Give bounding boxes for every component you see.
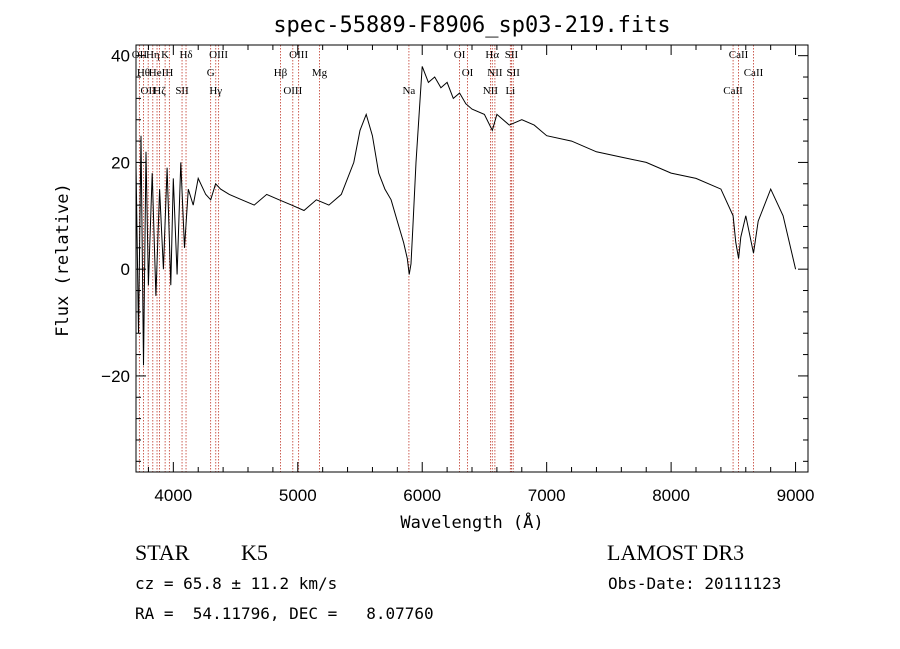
- spectral-line-label: H: [165, 67, 173, 79]
- spectral-line-label: Hη: [146, 49, 160, 61]
- y-tick-label: 40: [111, 47, 130, 66]
- y-tick-label: 20: [111, 153, 130, 172]
- spectral-line-label: HeI: [149, 67, 166, 79]
- spectral-line-label: OIII: [209, 49, 228, 61]
- spectral-line-markers: [138, 45, 754, 472]
- spectral-line-label: CaII: [729, 49, 749, 61]
- chart-title: spec-55889-F8906_sp03-219.fits: [273, 13, 670, 38]
- spectral-line-label: OII: [141, 85, 157, 97]
- spectral-line-label: Mg: [312, 67, 328, 79]
- object-class: STAR: [135, 540, 190, 565]
- spectral-line-label: OI: [462, 67, 474, 79]
- x-tick-labels: 4000 5000 6000 7000 8000 9000: [154, 486, 814, 505]
- spectral-line-label: Hζ: [153, 85, 166, 97]
- spectral-line-label: NII: [483, 85, 499, 97]
- spectral-line-label: K: [161, 49, 169, 61]
- spectral-line-label: CaII: [723, 85, 743, 97]
- x-tick-label: 6000: [403, 486, 441, 505]
- spectral-line-label: SII: [506, 67, 520, 79]
- spectral-line-label: OIII: [289, 49, 308, 61]
- spectral-line-label: Na: [402, 85, 415, 97]
- spectral-line-label: Li: [505, 85, 515, 97]
- spectral-line-labels: OIIHθOIIHηHeIHζKHSIIHδGHγOIIIHβOIIIOIIIM…: [132, 49, 764, 97]
- spectral-line-label: Hβ: [274, 67, 288, 79]
- x-tick-label: 9000: [777, 486, 815, 505]
- x-tick-label: 5000: [279, 486, 317, 505]
- x-tick-label: 7000: [528, 486, 566, 505]
- y-tick-label: 0: [121, 260, 130, 279]
- object-subclass: K5: [241, 540, 268, 565]
- spectral-line-label: Hθ: [137, 67, 150, 79]
- spectral-line-label: G: [207, 67, 215, 79]
- spectral-line-label: Hγ: [209, 85, 222, 97]
- y-tick-label: −20: [101, 367, 130, 386]
- x-axis-label: Wavelength (Å): [400, 511, 543, 533]
- y-tick-labels: −20 0 20 40: [101, 47, 130, 386]
- spectral-line-label: OIII: [283, 85, 302, 97]
- spectral-line-label: OI: [454, 49, 466, 61]
- axis-ticks: [136, 45, 808, 472]
- x-tick-label: 4000: [154, 486, 192, 505]
- survey-name: LAMOST DR3: [607, 540, 745, 565]
- spectral-line-label: SII: [505, 49, 519, 61]
- x-tick-label: 8000: [652, 486, 690, 505]
- spectral-line-label: SII: [175, 85, 189, 97]
- spectral-line-label: CaII: [744, 67, 764, 79]
- observation-date: Obs-Date: 20111123: [608, 574, 782, 593]
- redshift-velocity: cz = 65.8 ± 11.2 km/s: [135, 574, 338, 593]
- coordinates: RA = 54.11796, DEC = 8.07760: [135, 604, 434, 623]
- spectrum-series-line: [135, 66, 797, 366]
- spectral-line-label: Hα: [485, 49, 499, 61]
- y-axis-label: Flux (relative): [53, 183, 73, 337]
- spectral-line-label: NII: [487, 67, 503, 79]
- spectral-line-label: Hδ: [179, 49, 192, 61]
